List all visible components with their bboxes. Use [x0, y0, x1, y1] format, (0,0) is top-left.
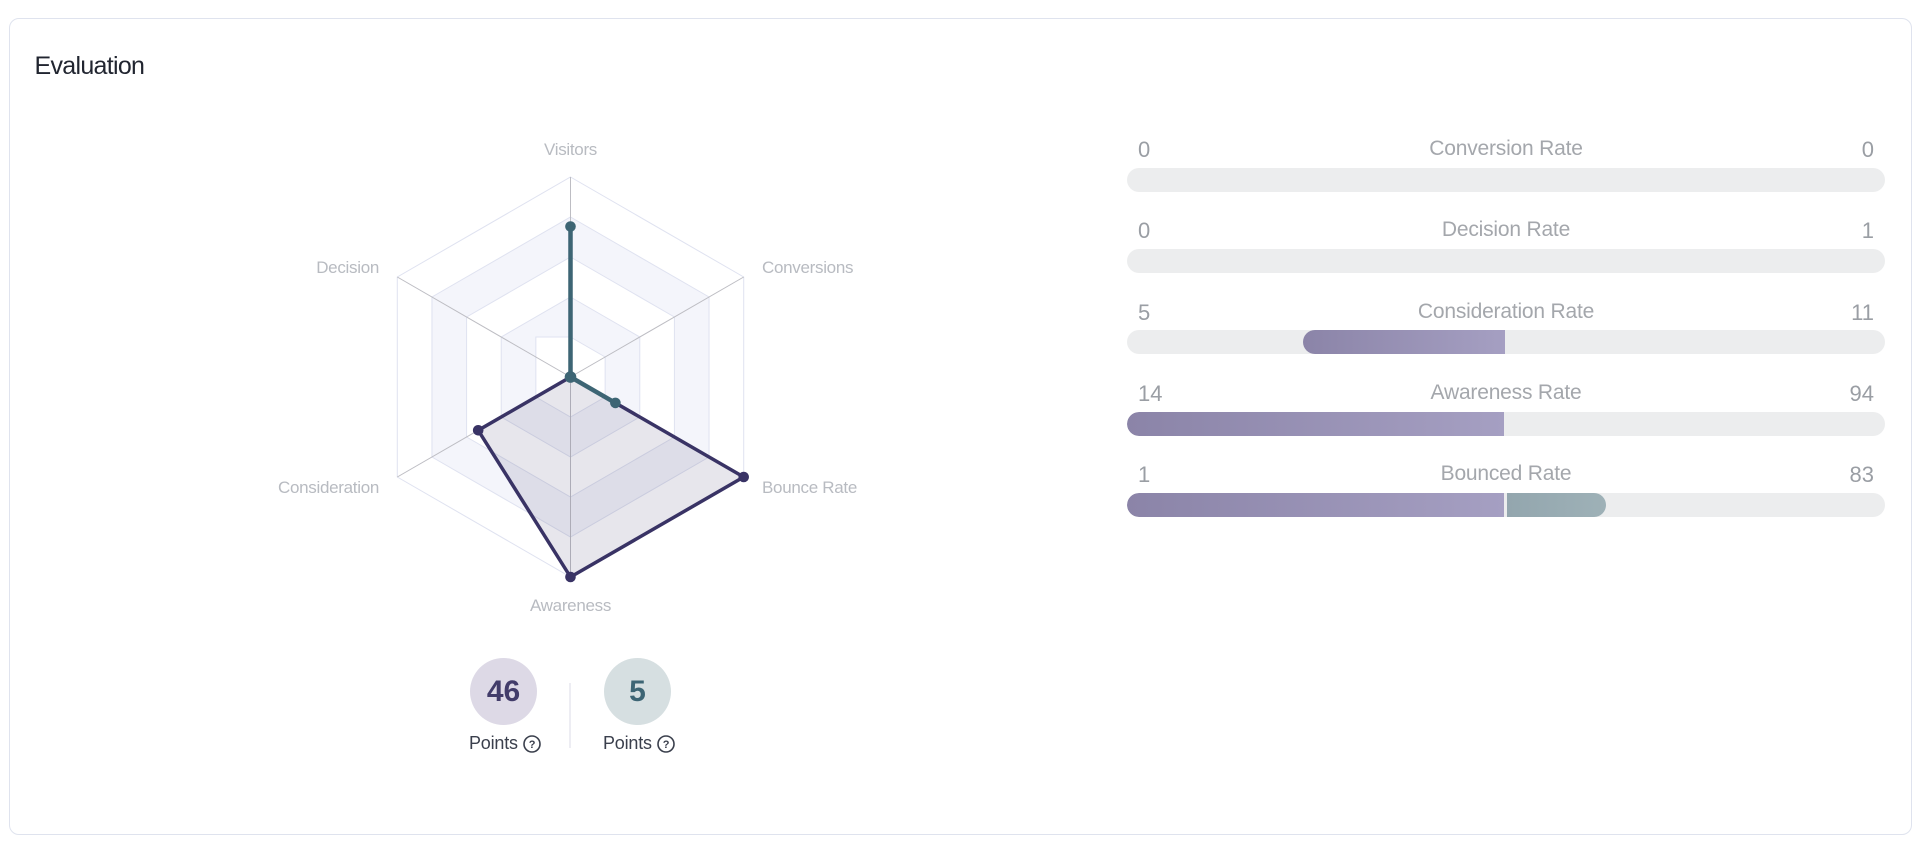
svg-text:?: ?	[529, 739, 536, 751]
svg-text:?: ?	[663, 739, 670, 751]
